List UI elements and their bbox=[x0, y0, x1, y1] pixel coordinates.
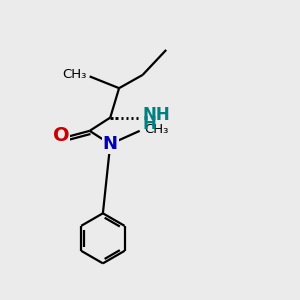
Text: H: H bbox=[142, 115, 157, 133]
Text: O: O bbox=[53, 126, 69, 145]
Text: CH₃: CH₃ bbox=[144, 123, 169, 136]
Text: NH: NH bbox=[142, 106, 170, 124]
Text: CH₃: CH₃ bbox=[62, 68, 87, 80]
Text: N: N bbox=[103, 135, 118, 153]
